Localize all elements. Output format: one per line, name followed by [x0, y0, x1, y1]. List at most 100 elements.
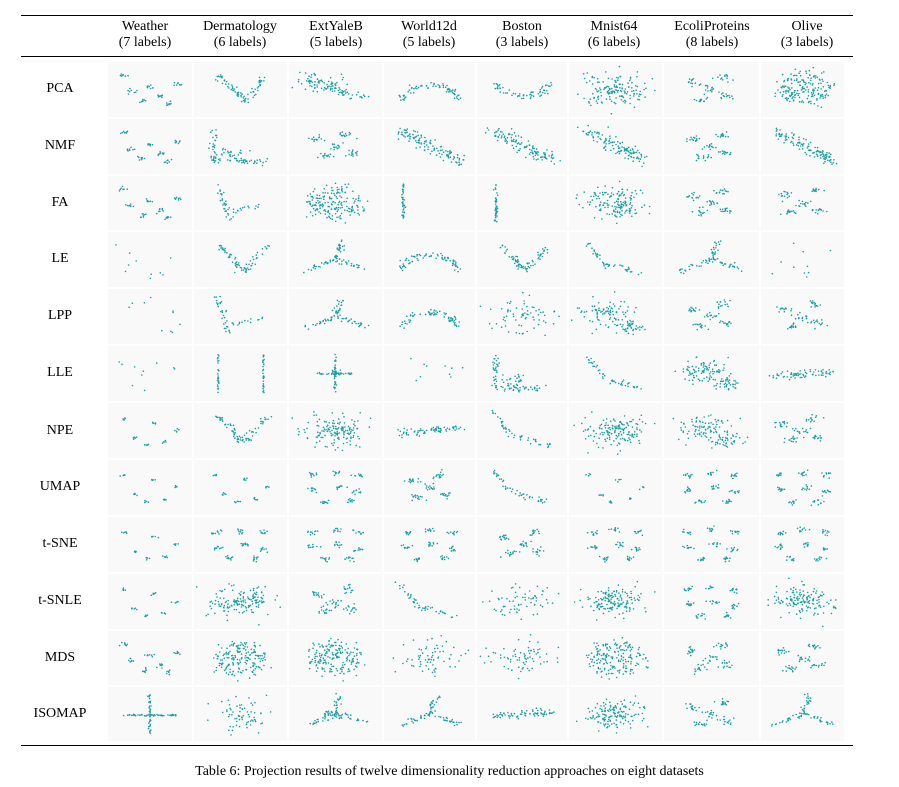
scatter-point: [248, 438, 250, 441]
scatter-point: [702, 157, 705, 159]
scatter-point: [632, 89, 635, 92]
scatter-point: [232, 211, 234, 213]
scatter-point: [774, 92, 776, 95]
scatter-point: [255, 254, 257, 256]
scatter-point: [419, 85, 421, 87]
scatter-point: [620, 99, 622, 101]
scatter-point: [172, 309, 174, 312]
scatter-point: [333, 90, 336, 92]
scatter-point: [166, 104, 169, 106]
scatter-point: [504, 324, 506, 327]
scatter-point: [319, 203, 321, 206]
scatter-point: [790, 191, 792, 194]
scatter-point: [414, 496, 416, 499]
scatter-point: [630, 320, 632, 323]
scatter-point: [522, 314, 524, 316]
scatter-point: [165, 441, 167, 443]
scatter-point: [632, 152, 635, 154]
scatter-point: [359, 446, 361, 448]
scatter-point: [629, 319, 631, 321]
scatter-point: [343, 208, 346, 211]
scatter-point: [601, 375, 604, 378]
scatter-point: [239, 437, 241, 439]
scatter-point: [710, 422, 712, 424]
scatter-point: [244, 158, 246, 161]
scatter-point: [255, 158, 258, 161]
scatter-point: [231, 321, 233, 324]
scatter-point: [522, 493, 524, 495]
scatter-point: [307, 200, 309, 203]
scatter-point: [823, 90, 826, 93]
scatter-point: [149, 143, 151, 145]
scatter-point: [819, 88, 822, 90]
scatter-point: [211, 148, 214, 150]
dataset-name: Weather: [121, 19, 169, 34]
scatter-point: [512, 312, 514, 315]
scatter-point: [720, 77, 723, 79]
scatter-point: [781, 73, 783, 76]
scatter-cell-pca-mnist64: [569, 62, 662, 117]
scatter-point: [522, 299, 525, 302]
scatter-point: [451, 89, 454, 91]
scatter-point: [145, 197, 148, 200]
scatter-point: [346, 441, 348, 444]
scatter-point: [408, 137, 411, 139]
scatter-point: [809, 83, 811, 85]
scatter-point: [725, 500, 728, 502]
scatter-point: [350, 262, 353, 265]
scatter-point: [718, 370, 720, 373]
scatter-point: [721, 79, 724, 81]
scatter-point: [447, 154, 449, 156]
scatter-point: [802, 374, 804, 376]
scatter-point: [331, 412, 334, 414]
scatter-point: [311, 214, 314, 216]
scatter-point: [297, 78, 300, 81]
scatter-point: [644, 82, 646, 85]
scatter-point: [734, 379, 737, 382]
scatter-point: [225, 426, 228, 429]
scatter-point: [336, 260, 339, 262]
scatter-point: [423, 483, 426, 485]
scatter-point: [120, 73, 123, 75]
scatter-point: [722, 368, 724, 371]
scatter-point: [356, 153, 358, 156]
scatter-point: [552, 156, 554, 159]
scatter-point: [799, 84, 801, 87]
scatter-point: [310, 476, 313, 478]
scatter-point: [353, 201, 355, 204]
scatter-point: [708, 376, 711, 379]
scatter-point: [334, 390, 337, 392]
scatter-point: [623, 147, 626, 150]
scatter-point: [631, 204, 633, 206]
scatter-point: [785, 98, 788, 101]
scatter-point: [704, 84, 707, 87]
scatter-point: [343, 200, 345, 202]
scatter-point: [588, 242, 590, 245]
scatter-point: [220, 76, 223, 79]
scatter-point: [169, 215, 172, 218]
scatter-point: [694, 322, 696, 325]
scatter-point: [350, 429, 353, 431]
scatter-point: [332, 425, 335, 427]
scatter-point: [636, 428, 638, 431]
scatter-point: [423, 140, 425, 142]
scatter-point: [809, 200, 811, 202]
scatter-point: [352, 148, 354, 151]
scatter-point: [404, 129, 407, 131]
scatter-point: [297, 80, 300, 83]
scatter-point: [442, 492, 445, 495]
scatter-point: [124, 270, 127, 273]
scatter-point: [177, 197, 180, 199]
scatter-point: [629, 78, 632, 80]
scatter-point: [500, 478, 502, 480]
scatter-point: [369, 417, 372, 419]
scatter-point: [818, 322, 820, 324]
scatter-point: [789, 375, 792, 378]
scatter-plot: [775, 469, 831, 507]
scatter-point: [329, 77, 332, 79]
scatter-point: [633, 196, 635, 198]
scatter-point: [695, 99, 698, 102]
scatter-point: [542, 319, 544, 322]
scatter-point: [615, 434, 618, 437]
scatter-point: [812, 75, 814, 78]
